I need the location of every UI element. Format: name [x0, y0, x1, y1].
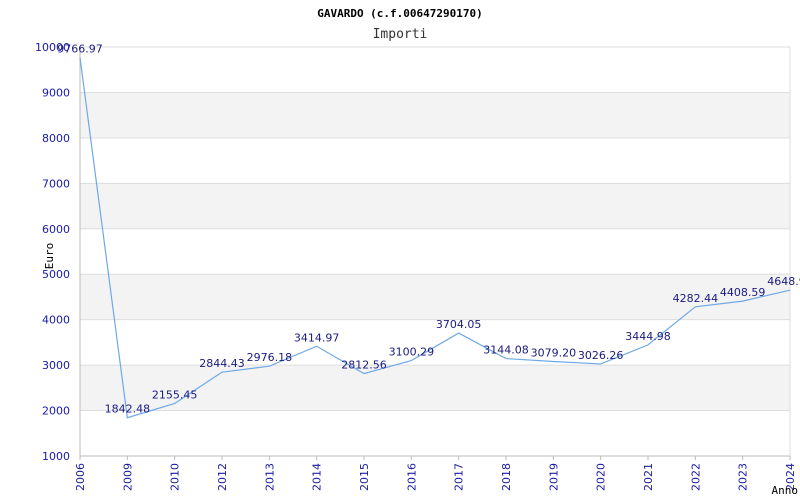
series-line [79, 57, 791, 419]
y-tick-label: 9000 [42, 86, 70, 99]
data-label: 2812.56 [341, 359, 387, 372]
data-label: 4282.44 [673, 292, 719, 305]
x-tick-label: 2012 [216, 463, 229, 491]
data-label: 3100.29 [389, 346, 435, 359]
data-label: 2844.43 [199, 357, 245, 370]
y-tick-label: 10000 [35, 41, 70, 54]
data-label: 3026.26 [578, 349, 624, 362]
data-label: 3079.20 [531, 347, 577, 360]
x-tick-label: 2006 [74, 463, 87, 491]
y-tick-label: 6000 [42, 223, 70, 236]
x-tick-label: 2009 [121, 463, 134, 491]
y-tick-label: 5000 [42, 268, 70, 281]
data-label: 9766.97 [57, 43, 103, 56]
grid-band [80, 183, 790, 229]
x-tick-label: 2024 [784, 463, 797, 491]
x-tick-label: 2015 [358, 463, 371, 491]
series-polyline [79, 57, 791, 419]
chart-subtitle: Importi [373, 27, 428, 42]
chart-title: GAVARDO (c.f.00647290170) [317, 7, 483, 20]
data-label: 3704.05 [436, 318, 482, 331]
x-axis-label: Anno [772, 484, 799, 497]
x-tick-label: 2010 [169, 463, 182, 491]
x-tick-label: 2021 [642, 463, 655, 491]
x-tick-label: 2016 [405, 463, 418, 491]
plot-axes [79, 47, 791, 460]
data-label: 2976.18 [247, 351, 293, 364]
x-tick-label: 2014 [311, 463, 324, 491]
data-label: 3144.08 [483, 344, 529, 357]
x-tick-label: 2018 [500, 463, 513, 491]
y-tick-label: 2000 [42, 405, 70, 418]
x-tick-label: 2017 [453, 463, 466, 491]
plot-bands [80, 92, 790, 411]
y-tick-label: 4000 [42, 314, 70, 327]
x-tick-label: 2019 [547, 463, 560, 491]
x-tick-labels: 2006 2009 2010 2012 2013 2014 2015 2016 2017 2018… [74, 463, 797, 491]
plot-grid [80, 46, 790, 457]
data-label: 3414.97 [294, 331, 340, 344]
x-tick-label: 2022 [689, 463, 702, 491]
y-tick-label: 7000 [42, 177, 70, 190]
x-tick-label: 2013 [263, 463, 276, 491]
y-tick-label: 3000 [42, 359, 70, 372]
y-axis-label: Euro [43, 243, 56, 270]
x-tick-label: 2020 [595, 463, 608, 491]
grid-band [80, 92, 790, 138]
data-label: 4648.90 [767, 275, 800, 288]
x-tick-label: 2023 [737, 463, 750, 491]
grid-band [80, 274, 790, 320]
data-label: 4408.59 [720, 286, 766, 299]
y-tick-label: 1000 [42, 450, 70, 463]
y-tick-label: 8000 [42, 132, 70, 145]
data-label: 3444.98 [625, 330, 671, 343]
y-tick-labels: 1000 2000 3000 4000 5000 6000 7000 8000 9000 1000… [35, 41, 70, 463]
data-label: 1842.48 [105, 403, 151, 416]
data-label: 2155.45 [152, 388, 198, 401]
